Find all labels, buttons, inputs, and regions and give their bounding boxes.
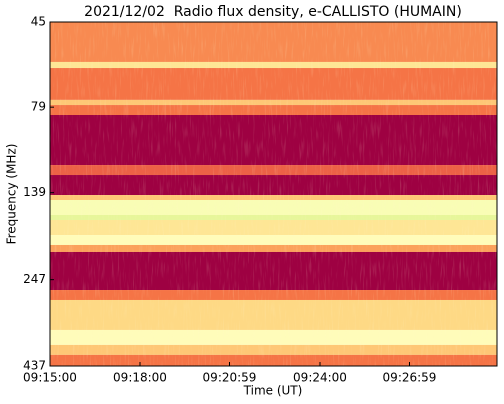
x-tick-label: 09:18:00 — [113, 371, 167, 385]
y-tick-label: 139 — [23, 185, 46, 199]
x-tick-label: 09:15:00 — [23, 371, 77, 385]
plot-frame — [49, 21, 498, 367]
x-tick-label: 09:26:59 — [383, 371, 437, 385]
x-axis-label: Time (UT) — [243, 384, 303, 398]
y-tick-label: 45 — [31, 15, 46, 29]
x-tick-label: 09:20:59 — [203, 371, 257, 385]
chart-title: 2021/12/02 Radio flux density, e-CALLIST… — [84, 4, 462, 20]
y-axis-label: Frequency (MHz) — [5, 144, 19, 245]
y-tick-label: 437 — [23, 359, 46, 373]
y-tick-label: 79 — [31, 100, 46, 114]
texture — [50, 22, 497, 366]
y-tick-label: 247 — [23, 272, 46, 286]
x-tick-label: 09:24:00 — [293, 371, 347, 385]
